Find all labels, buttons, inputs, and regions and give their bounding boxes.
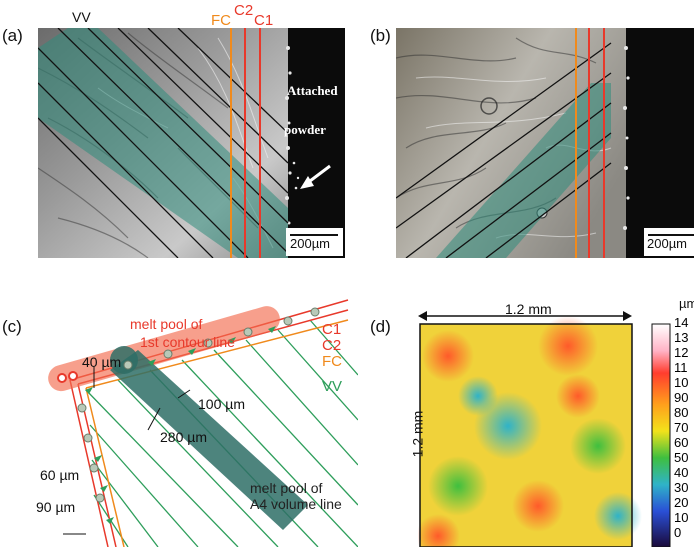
c-dim-280: 280 µm [160, 429, 207, 445]
colorbar-tick: 12 [674, 345, 689, 360]
micrograph-b [396, 28, 694, 258]
c-label-fc: FC [322, 353, 342, 370]
micrograph-a-image [38, 28, 345, 258]
c-label-c2: C2 [322, 337, 342, 354]
a-label-vv: VV [72, 9, 91, 25]
schematic-c-drawing [48, 299, 359, 548]
c-melt-pool-contour-line1: melt pool of [130, 316, 203, 332]
colorbar-tick: 14 [674, 315, 689, 330]
c-label-vv: VV [322, 378, 343, 395]
c-dim-40: 40 µm [82, 354, 122, 370]
c-label-c1: C1 [322, 321, 342, 338]
d-height-label: 1.2 mm [409, 410, 426, 458]
b-scale-bar-label: 200µm [647, 236, 688, 251]
colorbar-tick: 10 [674, 375, 689, 390]
panel-c-label: (c) [2, 317, 22, 336]
c-melt-pool-volume-line2: A4 volume line [250, 496, 342, 512]
powder-label: powder [284, 122, 326, 137]
schematic-c [38, 290, 359, 548]
d-colorbar-ticks: 14 13 12 11 10 90 80 70 60 50 40 30 20 1… [674, 315, 694, 545]
colorbar-tick: 10 [674, 510, 689, 525]
colorbar-tick: 70 [674, 420, 689, 435]
panel-a-label: (a) [2, 26, 23, 45]
c-dim-60: 60 µm [40, 467, 80, 483]
colorbar-tick: 50 [674, 450, 689, 465]
a-label-c2: C2 [234, 2, 254, 19]
c-melt-pool-volume-line1: melt pool of [250, 480, 323, 496]
c-melt-pool-contour-line2: 1st contour line [140, 334, 235, 350]
a-label-fc: FC [211, 12, 231, 29]
micrograph-a [38, 28, 345, 258]
colorbar-tick: 90 [674, 390, 689, 405]
height-map-d-drawing [411, 311, 671, 552]
colorbar-tick: 20 [674, 495, 689, 510]
micrograph-b-image [396, 28, 694, 258]
panel-d-label: (d) [370, 317, 391, 336]
d-width-label: 1.2 mm [505, 301, 552, 317]
colorbar-tick: 40 [674, 465, 689, 480]
height-map-d [411, 296, 694, 552]
panel-b-label: (b) [370, 26, 391, 45]
c-dim-90: 90 µm [36, 499, 76, 515]
colorbar-tick: 11 [674, 360, 688, 375]
c-dim-100: 100 µm [198, 396, 245, 412]
colorbar-tick: 60 [674, 435, 689, 450]
a-scale-bar-label: 200µm [290, 236, 331, 251]
colorbar-tick: 0 [674, 525, 682, 540]
colorbar-tick: 13 [674, 330, 689, 345]
colorbar-tick: 80 [674, 405, 689, 420]
attached-label: Attached [287, 83, 338, 98]
d-colorbar-unit: µm [679, 296, 694, 311]
colorbar-tick: 30 [674, 480, 689, 495]
a-label-c1: C1 [254, 12, 274, 29]
